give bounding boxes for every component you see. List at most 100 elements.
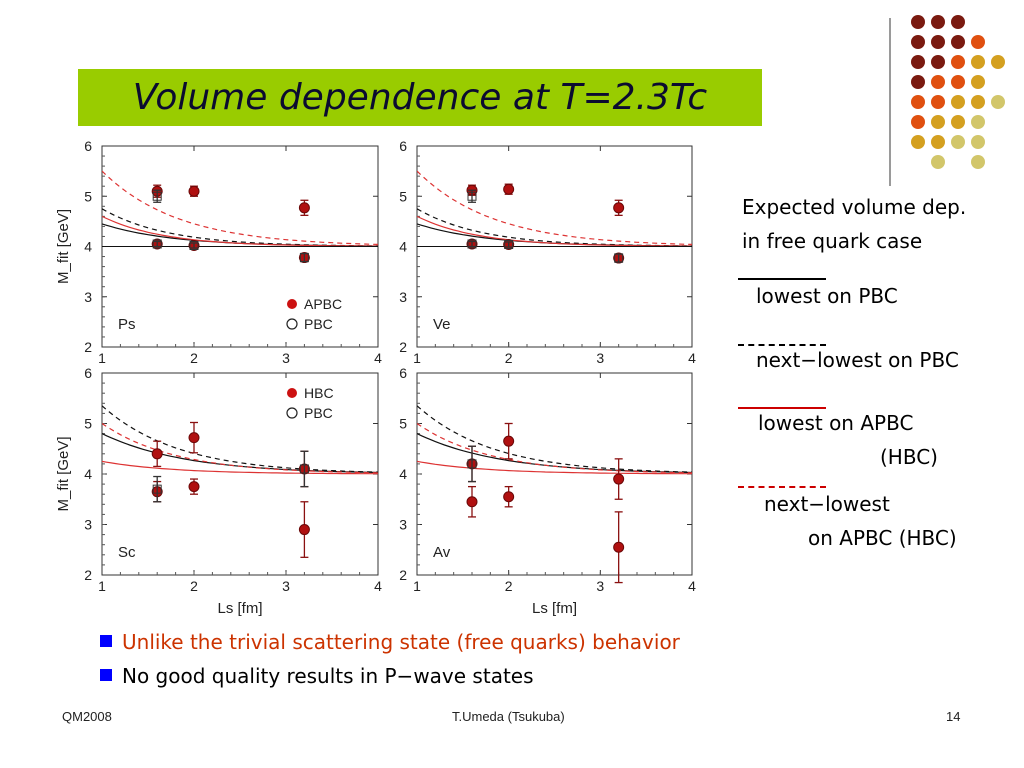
theory-curve [417,215,692,247]
decorative-dot [991,55,1005,69]
y-tick-label: 6 [399,365,407,381]
decorative-dot [951,55,965,69]
theory-curve [417,423,692,474]
y-tick-label: 5 [399,188,407,204]
x-axis-label: Ls [fm] [217,600,262,617]
legend-line-lowest-apbc [738,407,826,409]
theory-curve [417,460,692,475]
legend-entry: APBC [304,296,342,312]
decorative-dot [911,95,925,109]
decorative-dot [931,55,945,69]
theory-curve [417,170,692,245]
panel-label: Ps [118,316,136,333]
x-tick-label: 3 [282,578,290,594]
data-point-open [299,464,309,474]
decorative-dot [971,55,985,69]
decorative-dot [911,35,925,49]
legend-label-next-lowest-pbc: next−lowest on PBC [756,348,959,372]
decorative-dot [911,135,925,149]
data-point [298,202,310,214]
decorative-dot [931,135,945,149]
data-point [503,491,515,503]
y-tick-label: 2 [399,567,407,583]
data-point [503,435,515,447]
decorative-dot [971,95,985,109]
legend-marker-filled [287,388,297,398]
y-axis-label: M_fit [GeV] [55,436,72,511]
decorative-dot [971,75,985,89]
decorative-dot [971,115,985,129]
y-tick-label: 3 [399,289,407,305]
legend-entry: HBC [304,385,334,401]
y-tick-label: 2 [84,567,92,583]
legend-line-next-lowest-pbc [738,344,826,346]
decorative-dot [911,15,925,29]
x-tick-label: 1 [413,350,421,366]
data-point [188,481,200,493]
theory-curve [102,170,378,245]
y-tick-label: 3 [399,517,407,533]
decorative-dot [951,95,965,109]
bullet-square-icon [100,669,112,681]
slide-title: Volume dependence at T=2.3Tc [132,77,708,118]
x-tick-label: 3 [596,350,604,366]
data-point-open [467,191,477,201]
decorative-dot [931,75,945,89]
theory-curve [102,405,378,473]
divider-line [889,18,891,186]
x-tick-label: 2 [190,350,198,366]
legend-entry: PBC [304,316,333,332]
decorative-dot [951,115,965,129]
y-tick-label: 5 [84,188,92,204]
decorative-dot [911,55,925,69]
decorative-dot [951,35,965,49]
y-tick-label: 2 [84,339,92,355]
decorative-dot [971,135,985,149]
x-tick-label: 3 [596,578,604,594]
data-point [188,432,200,444]
data-point-open [152,239,162,249]
y-tick-label: 4 [399,466,407,482]
x-tick-label: 1 [413,578,421,594]
legend-label-lowest-apbc-hbc: (HBC) [880,445,938,469]
data-point [613,202,625,214]
decorative-dot [971,155,985,169]
data-point-open [299,253,309,263]
y-tick-label: 6 [84,365,92,381]
y-tick-label: 6 [84,138,92,154]
y-tick-label: 5 [84,416,92,432]
bullet-2: No good quality results in P−wave states [100,664,534,688]
decorative-dot [911,75,925,89]
theory-curve [417,405,692,473]
panel-label: Ve [433,316,451,333]
decorative-dot [991,95,1005,109]
legend-label-lowest-apbc: lowest on APBC [758,411,914,435]
legend-label-lowest-pbc: lowest on PBC [756,284,898,308]
legend-label-next-lowest-apbc-2: on APBC (HBC) [808,526,957,550]
legend-marker-open [286,407,298,419]
decorative-dot [931,15,945,29]
data-point [151,448,163,460]
data-point-open [152,191,162,201]
decorative-dot [951,15,965,29]
data-point-open [189,240,199,250]
data-point [298,524,310,536]
data-point [466,496,478,508]
legend-entry: PBC [304,405,333,421]
footer-left: QM2008 [62,709,112,724]
y-tick-label: 4 [399,239,407,255]
theory-curve [102,423,378,474]
theory-curve [102,460,378,475]
decorative-dot [951,75,965,89]
x-tick-label: 3 [282,350,290,366]
legend-line-next-lowest-apbc [738,486,826,488]
title-banner: Volume dependence at T=2.3Tc [78,69,762,126]
y-axis-label: M_fit [GeV] [55,209,72,284]
decorative-dot [931,155,945,169]
y-tick-label: 5 [399,416,407,432]
legend-heading-2: in free quark case [742,229,923,253]
